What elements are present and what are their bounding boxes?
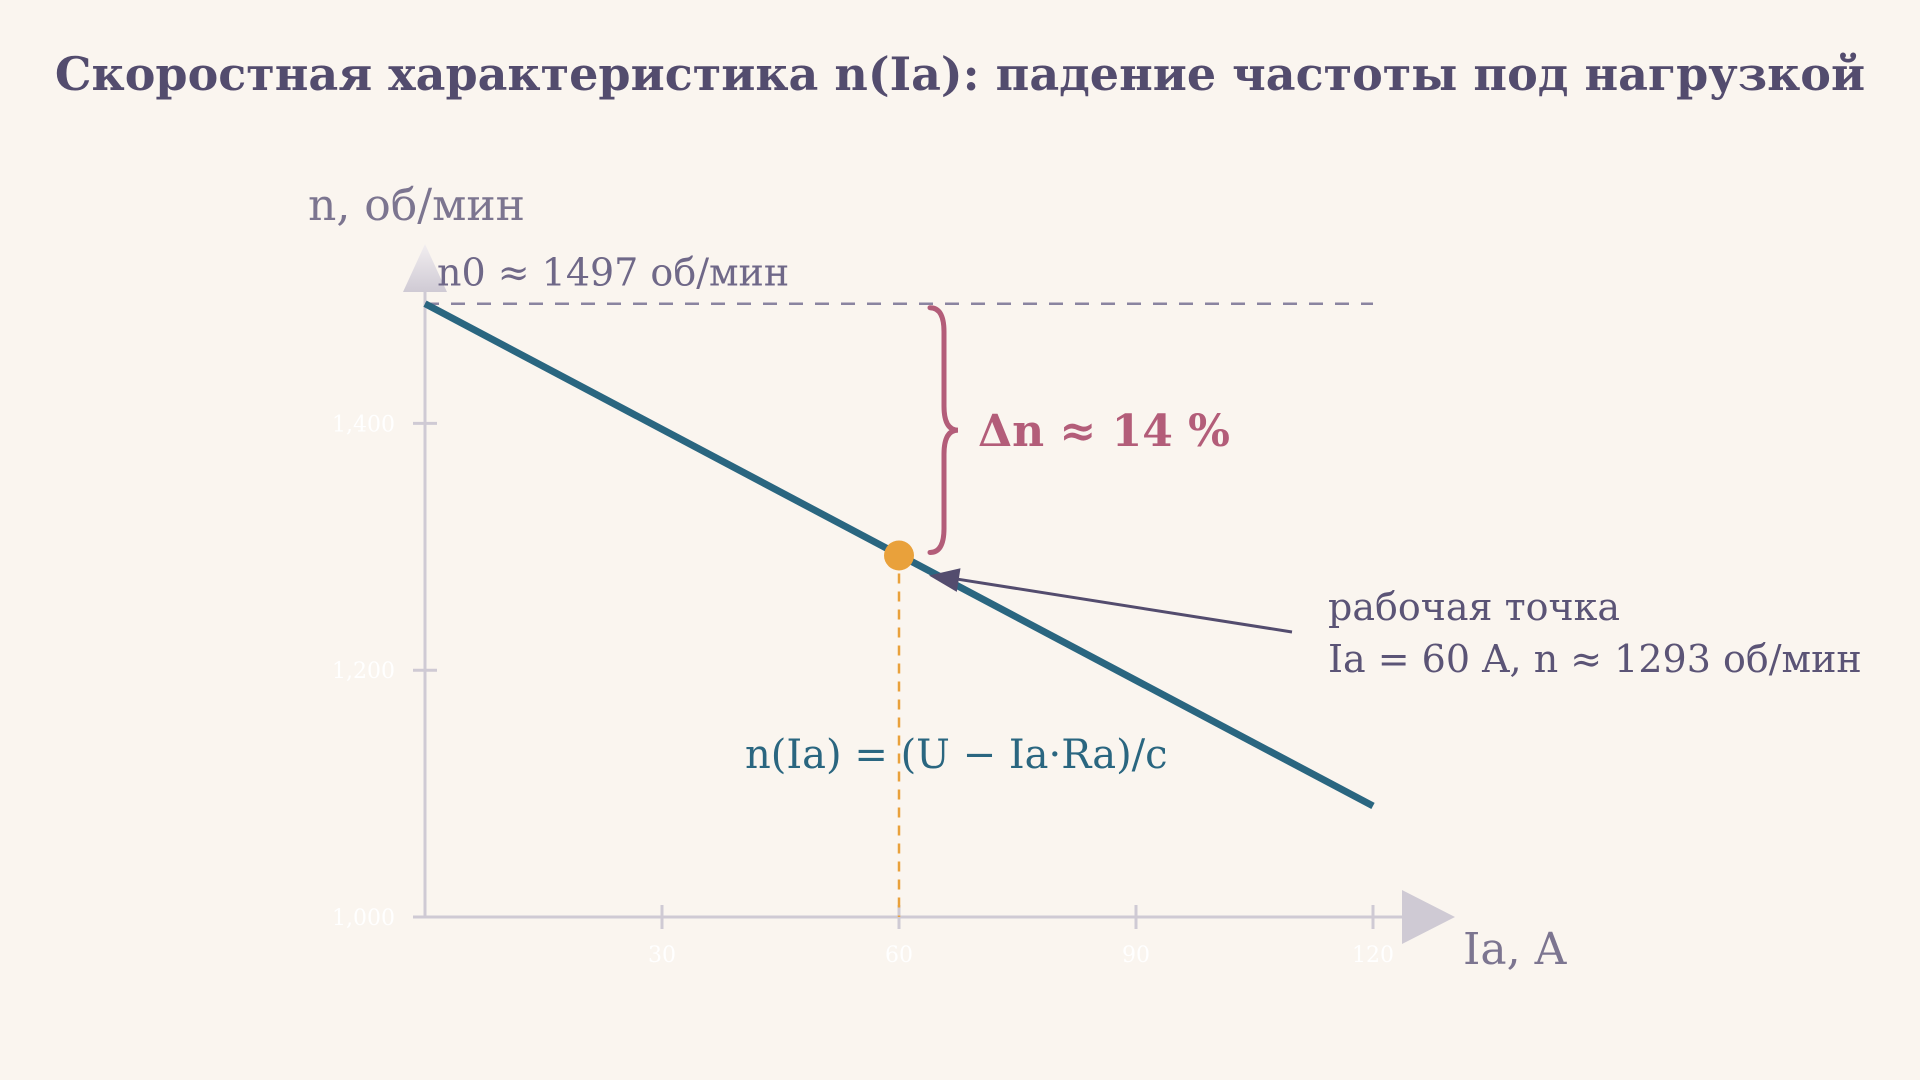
reference-group: n0 ≈ 1497 об/мин (425, 251, 1373, 917)
operating-point-arrow-line (952, 576, 1293, 634)
axes (403, 244, 1455, 944)
x-axis-arrow (1402, 890, 1455, 944)
y-axis-label: n, об/мин (308, 180, 525, 231)
y-tick-label: 1,200 (332, 659, 395, 684)
speed-drop-brace (927, 305, 959, 555)
x-tick-label: 90 (1122, 943, 1150, 968)
y-tick-label: 1,000 (332, 906, 395, 931)
chart-title: Скоростная характеристика n(Ia): падение… (55, 47, 1865, 101)
x-tick-label: 120 (1352, 943, 1394, 968)
operating-point-marker (884, 540, 914, 571)
operating-point-arrow-head (929, 568, 961, 592)
series-group (423, 300, 1375, 810)
x-axis-label: Ia, A (1463, 924, 1568, 975)
ticks: 30 60 90 120 1,000 1,200 1,400 (332, 412, 1394, 968)
speed-drop-label: Δn ≈ 14 % (978, 406, 1230, 457)
formula-label: n(Ia) = (U − Ia·Ra)/c (745, 732, 1168, 778)
no-load-speed-label: n0 ≈ 1497 об/мин (437, 251, 789, 295)
operating-point-label: рабочая точка (1328, 585, 1620, 629)
y-tick-label: 1,400 (332, 412, 395, 437)
operating-point-values-label: Ia = 60 A, n ≈ 1293 об/мин (1328, 637, 1862, 681)
annotations-group: Δn ≈ 14 % n(Ia) = (U − Ia·Ra)/c рабочая то… (745, 305, 1862, 778)
y-axis-arrow (403, 244, 447, 292)
x-tick-label: 60 (885, 943, 913, 968)
x-tick-label: 30 (648, 943, 676, 968)
